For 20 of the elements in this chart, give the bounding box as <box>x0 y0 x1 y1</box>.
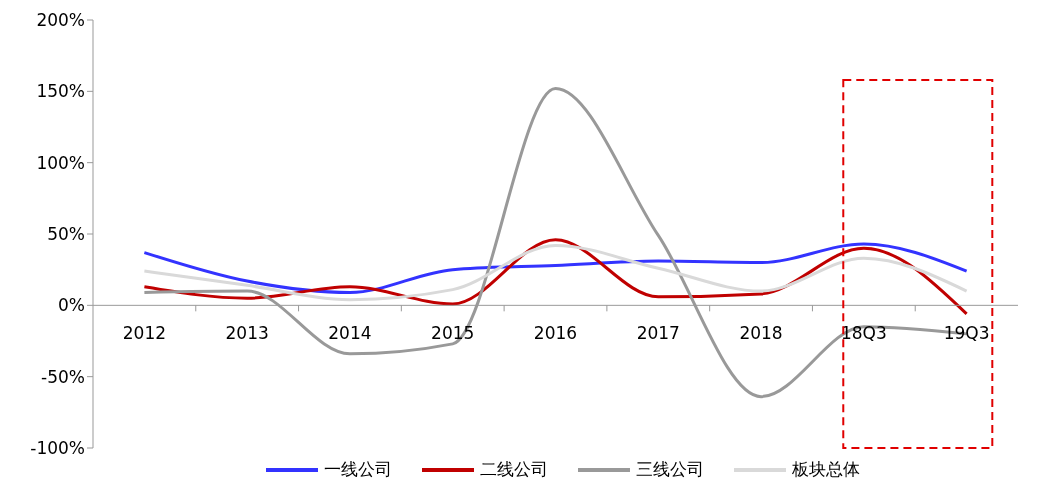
x-tick-label: 18Q3 <box>840 323 887 344</box>
x-tick-label: 2017 <box>636 323 680 344</box>
y-tick-label: -100% <box>30 438 85 459</box>
legend-label: 板块总体 <box>792 458 860 481</box>
x-tick-label: 19Q3 <box>943 323 990 344</box>
legend-label: 一线公司 <box>324 458 392 481</box>
x-tick-label: 2012 <box>122 323 167 344</box>
y-tick-label: 150% <box>36 81 85 102</box>
y-tick-label: 50% <box>47 224 85 245</box>
x-tick-label: 2015 <box>431 323 475 344</box>
y-tick-label: 100% <box>36 152 85 173</box>
y-tick-label: 200% <box>36 10 85 31</box>
x-tick-label: 2016 <box>533 323 578 344</box>
x-tick-label: 2014 <box>328 323 372 344</box>
y-tick-label: -50% <box>41 366 85 387</box>
y-tick-label: 0% <box>58 295 85 316</box>
x-tick-label: 2013 <box>225 323 269 344</box>
x-tick-label: 2018 <box>739 323 783 344</box>
legend-label: 三线公司 <box>636 458 704 481</box>
legend-label: 二线公司 <box>480 458 548 481</box>
